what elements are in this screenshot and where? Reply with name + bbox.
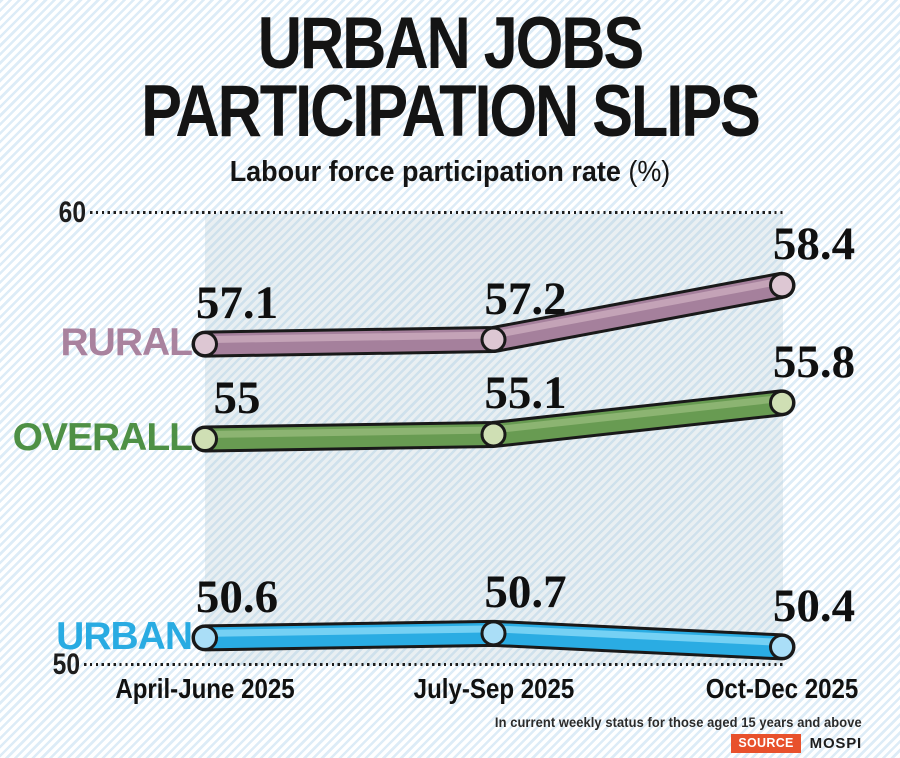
data-label: 50.6 — [195, 570, 279, 623]
source-value: MOSPI — [809, 735, 862, 752]
header: URBAN JOBS PARTICIPATION SLIPS Labour fo… — [0, 3, 900, 189]
chart-subtitle: Labour force participation rate (%) — [32, 156, 869, 189]
y-axis-tick-50: 50 — [52, 648, 80, 681]
data-label: 57.2 — [484, 272, 567, 325]
page-title: URBAN JOBS PARTICIPATION SLIPS — [72, 3, 828, 152]
source-row: SOURCE MOSPI — [463, 734, 862, 753]
data-label: 55 — [213, 372, 261, 424]
data-label: 50.7 — [484, 566, 567, 619]
series-label-urban: URBAN — [56, 614, 193, 658]
data-label: 55.1 — [484, 367, 567, 420]
y-axis-tick-60: 60 — [58, 196, 86, 229]
title-line-2: PARTICIPATION SLIPS — [141, 70, 761, 152]
subtitle-main: Labour force participation rate — [229, 155, 629, 188]
footnote: In current weekly status for those aged … — [495, 714, 862, 730]
data-label: 55.8 — [772, 335, 856, 388]
x-axis-label: July-Sep 2025 — [413, 673, 574, 704]
source-badge: SOURCE — [731, 734, 801, 753]
series-label-rural: RURAL — [60, 321, 193, 365]
series-label-overall: OVERALL — [12, 416, 193, 459]
gridline-50 — [84, 663, 783, 666]
x-axis-label: Oct-Dec 2025 — [705, 673, 859, 704]
footer: In current weekly status for those aged … — [463, 714, 862, 753]
data-label: 57.1 — [195, 277, 279, 330]
data-label: 50.4 — [772, 579, 856, 632]
data-label: 58.4 — [772, 218, 856, 271]
subtitle-unit: (%) — [628, 155, 671, 188]
title-line-1: URBAN JOBS — [257, 3, 645, 84]
x-axis-label: April-June 2025 — [115, 673, 295, 704]
gridline-60 — [90, 211, 783, 214]
